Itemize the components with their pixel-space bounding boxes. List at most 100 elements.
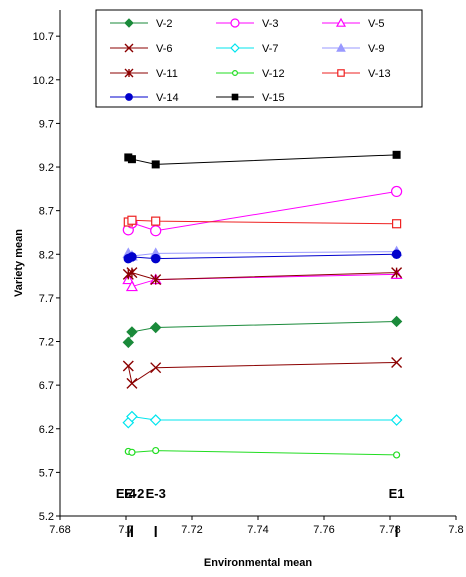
data-point	[149, 321, 162, 334]
legend-label: V-15	[262, 92, 285, 104]
legend-entry: V-3	[216, 18, 279, 30]
series-layer	[122, 150, 403, 459]
y-tick-label: 7.7	[39, 293, 54, 305]
data-point	[127, 155, 136, 164]
legend-label: V-2	[156, 18, 173, 30]
legend-label: V-13	[368, 68, 391, 80]
series-v-3	[122, 185, 403, 237]
data-point	[150, 253, 161, 264]
legend-entry: V-14	[110, 92, 179, 104]
environment-label: E-2	[124, 486, 144, 501]
data-point	[230, 43, 240, 53]
series-v-13	[123, 215, 402, 229]
data-point	[393, 451, 401, 459]
data-point	[124, 68, 134, 78]
data-point	[124, 43, 134, 53]
data-point	[149, 414, 162, 426]
y-tick-label: 8.7	[39, 206, 54, 218]
x-tick-label: 7.8	[448, 524, 463, 536]
legend-label: V-11	[156, 68, 178, 80]
series-line	[127, 361, 397, 385]
data-point	[128, 448, 136, 456]
data-point	[126, 326, 138, 338]
data-point	[391, 267, 403, 279]
data-point	[127, 215, 137, 225]
data-point	[337, 69, 345, 77]
legend-label: V-7	[262, 43, 279, 55]
y-tick-label: 9.7	[39, 118, 54, 130]
legend-label: V-3	[262, 18, 279, 30]
series-v-12	[124, 446, 401, 459]
data-point	[124, 18, 134, 28]
legend-label: V-12	[262, 68, 285, 80]
y-tick-label: 6.2	[39, 424, 54, 436]
legend-label: V-14	[156, 92, 179, 104]
legend-entry: V-7	[216, 43, 279, 55]
data-point	[390, 414, 403, 426]
x-tick-label: 7.68	[49, 524, 70, 536]
legend-entry: V-13	[322, 68, 391, 80]
series-v-11	[122, 267, 403, 286]
data-point	[126, 410, 138, 423]
series-line	[128, 450, 397, 456]
legend-entry: V-6	[110, 43, 173, 55]
data-point	[335, 17, 347, 27]
data-point	[150, 274, 162, 286]
series-v-5	[122, 268, 403, 292]
y-tick-label: 8.2	[39, 249, 54, 261]
environment-label: E-4	[116, 486, 137, 501]
data-point	[390, 315, 403, 328]
legend-entry: V-9	[322, 42, 385, 55]
x-axis-ticks: 7.68 7.7 7.72 7.74 7.76 7.78 7.8	[49, 516, 464, 536]
series-v-6	[122, 356, 403, 389]
data-point	[336, 42, 346, 52]
environment-label: E-3	[146, 486, 166, 501]
data-point	[152, 446, 160, 455]
data-point	[151, 216, 161, 226]
x-tick-label: 7.72	[181, 524, 202, 536]
legend-entry: V-5	[322, 17, 385, 30]
y-axis-title: Variety mean	[13, 229, 25, 297]
legend-label: V-6	[156, 43, 173, 55]
series-line	[127, 320, 397, 343]
series-line	[128, 154, 397, 165]
y-tick-label: 9.2	[39, 162, 54, 174]
legend-entry: V-2	[110, 18, 173, 30]
data-point	[391, 249, 402, 260]
legend-entry: V-11	[110, 68, 178, 80]
data-point	[151, 160, 160, 169]
series-line	[128, 253, 397, 260]
y-tick-label: 10.2	[33, 75, 54, 87]
x-tick-label: 7.74	[247, 524, 268, 536]
legend-label: V-9	[368, 43, 385, 55]
data-point	[127, 252, 137, 262]
data-point	[122, 336, 135, 349]
y-tick-label: 6.7	[39, 380, 54, 392]
x-tick-label: 7.7	[118, 524, 133, 536]
legend-entry: V-15	[216, 92, 285, 104]
series-line	[127, 416, 397, 423]
data-point	[125, 280, 138, 292]
series-v-2	[122, 315, 403, 349]
x-tick-label: 7.78	[379, 524, 400, 536]
series-line	[128, 219, 397, 225]
data-point	[126, 377, 138, 389]
data-point	[392, 150, 401, 159]
data-point	[230, 18, 240, 28]
legend-label: V-5	[368, 18, 385, 30]
data-point	[232, 69, 239, 76]
x-tick-label: 7.76	[313, 524, 334, 536]
y-tick-label: 5.2	[39, 511, 54, 523]
series-v-14	[123, 249, 402, 264]
environment-markers: E-4E-2 E-3 E1	[116, 486, 405, 537]
y-tick-label: 5.7	[39, 467, 54, 479]
data-point	[122, 360, 134, 372]
data-point	[391, 356, 403, 368]
y-tick-label: 10.7	[33, 31, 54, 43]
legend-box	[95, 9, 423, 108]
data-point	[392, 219, 402, 229]
legend: V-2 V-3 V-5 V-6 V-7 V-9 V-11 V-12 V-13 V-14 V-15	[95, 9, 423, 108]
y-tick-label: 7.2	[39, 337, 54, 349]
series-v-15	[124, 150, 401, 169]
